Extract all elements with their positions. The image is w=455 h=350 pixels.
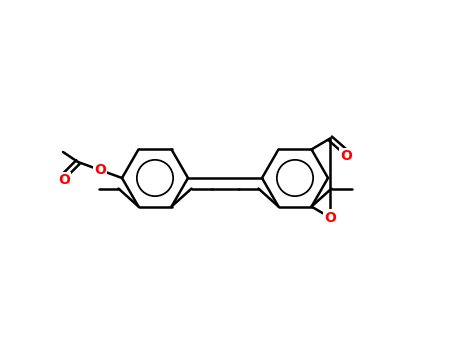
Text: O: O bbox=[340, 149, 352, 163]
Text: O: O bbox=[324, 211, 336, 225]
Text: O: O bbox=[94, 163, 106, 177]
Text: O: O bbox=[58, 173, 70, 187]
